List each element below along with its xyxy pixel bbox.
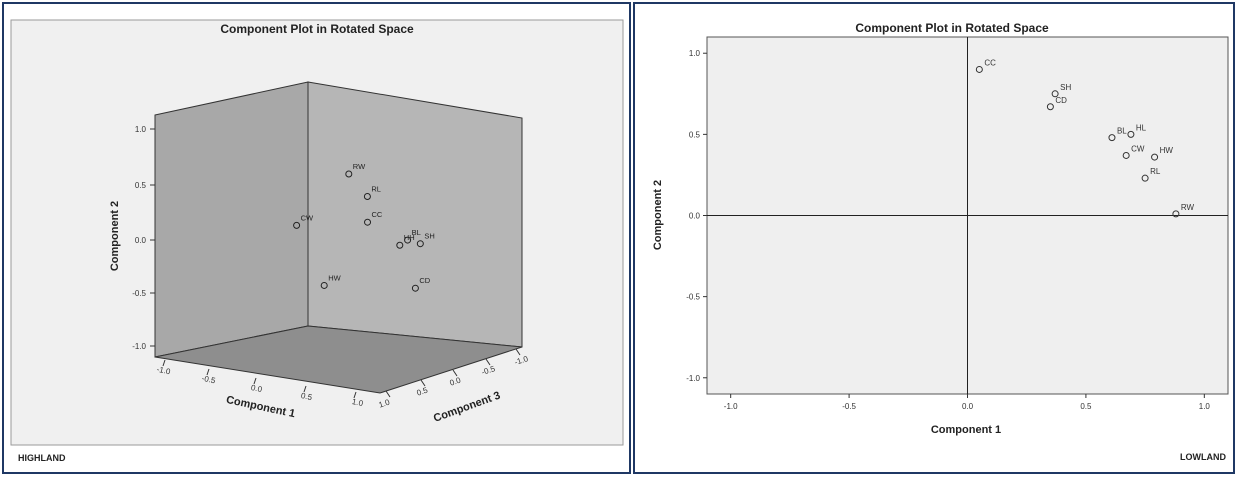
y-tick-label: 0.0: [135, 236, 147, 245]
x-tick-label: 0.0: [250, 383, 263, 394]
x-tick-label: -0.5: [201, 374, 217, 386]
x-tick-label: 0.5: [1080, 402, 1092, 411]
data-point-label: RW: [1181, 203, 1195, 212]
y-tick-label: -1.0: [686, 374, 700, 383]
data-point: [364, 218, 372, 226]
x-tick-label: -0.5: [842, 402, 856, 411]
data-point: [363, 193, 371, 201]
y-tick-label: 0.5: [689, 130, 701, 139]
y-axis-3d: 1.0 0.5 0.0 -0.5 -1.0 Component 2: [109, 125, 155, 351]
panel-highland-caption: HIGHLAND: [18, 453, 66, 463]
y-tick-label: -0.5: [132, 289, 146, 298]
data-point: [396, 241, 404, 249]
x-tick-label: 0.0: [962, 402, 974, 411]
data-point-label: RL: [371, 185, 381, 194]
data-point-label: RL: [1150, 167, 1161, 176]
back-wall-right: [307, 81, 523, 348]
x-axis-title: Component 1: [931, 424, 1001, 436]
data-point-label: CD: [1055, 96, 1067, 105]
z-tick-label: 0.5: [416, 385, 430, 397]
y-tick-label: 1.0: [135, 125, 147, 134]
data-point: [1051, 90, 1059, 98]
data-point: [1151, 153, 1159, 161]
data-point-label: CW: [1131, 144, 1145, 153]
x-tick-mark: [162, 359, 166, 367]
z-tick-mark: [420, 379, 426, 387]
panel-lowland-title: Component Plot in Rotated Space: [855, 21, 1049, 35]
data-point-label: CC: [984, 58, 996, 67]
data-point-label: HH: [404, 233, 415, 242]
data-point: [1172, 210, 1180, 218]
back-wall-left: [154, 81, 309, 358]
z-tick-mark: [515, 348, 521, 356]
data-point: [1127, 130, 1135, 138]
axes-lowland: -1.0 -0.5 0.0 0.5 1.0 1.0 0.5 0.0 -0.5 -1.0: [686, 37, 1228, 411]
data-point: [1141, 174, 1149, 182]
x-tick-mark: [206, 368, 210, 376]
floor: [154, 325, 523, 394]
z-tick-label: 1.0: [378, 397, 392, 409]
data-point-label: CD: [419, 276, 430, 285]
data-point-label: RW: [353, 162, 366, 171]
data-point: [1108, 134, 1116, 142]
z-tick-label: -0.5: [480, 364, 496, 377]
x-tick-mark: [353, 391, 357, 399]
data-point: [416, 240, 424, 248]
panel-lowland: Component Plot in Rotated Space -1.0 -0.5…: [633, 2, 1235, 474]
panel-lowland-caption: LOWLAND: [1180, 452, 1226, 462]
data-point-label: CW: [301, 213, 314, 222]
x-tick-label: 1.0: [1199, 402, 1211, 411]
data-point: [404, 236, 412, 244]
z-tick-label: -1.0: [513, 354, 529, 367]
x-tick-label: 1.0: [351, 397, 364, 408]
x-tick-label: -1.0: [156, 365, 172, 377]
y-tick-label: 0.0: [689, 212, 701, 221]
x-tick-label: -1.0: [724, 402, 738, 411]
data-point: [975, 65, 983, 73]
data-point: [1122, 151, 1130, 159]
panel-highland: Component Plot in Rotated Space 1.0 0.5 …: [2, 2, 631, 474]
y-tick-label: 0.5: [135, 181, 147, 190]
y-axis-title: Component 2: [652, 180, 664, 250]
data-point-label: CC: [372, 210, 383, 219]
data-point-label: BL: [412, 228, 421, 237]
data-point: [293, 221, 301, 229]
y-tick-label: 1.0: [689, 49, 701, 58]
y-tick-label: -1.0: [132, 342, 146, 351]
x-tick-mark: [303, 385, 307, 393]
data-point: [411, 284, 419, 292]
y-tick-label: -0.5: [686, 293, 700, 302]
data-point-label: HL: [1136, 123, 1147, 132]
data-point: [345, 170, 353, 178]
data-point-label: HW: [328, 273, 341, 282]
z-tick-mark: [385, 390, 391, 398]
data-point-label: SH: [1060, 83, 1071, 92]
data-point-label: HW: [1160, 146, 1174, 155]
z-tick-mark: [485, 358, 491, 366]
data-point-label: SH: [424, 232, 434, 241]
data-point: [320, 281, 328, 289]
data-point: [1046, 103, 1054, 111]
z-tick-mark: [452, 369, 458, 377]
x-tick-label: 0.5: [300, 391, 313, 402]
x-tick-mark: [253, 377, 257, 385]
z-tick-label: 0.0: [449, 375, 463, 387]
panel-highland-title: Component Plot in Rotated Space: [220, 22, 414, 36]
data-point-label: BL: [1117, 127, 1127, 136]
series-lowland: CC SH CD HL BL CW HW RL RW: [975, 58, 1195, 218]
y-axis-title: Component 2: [109, 201, 121, 271]
